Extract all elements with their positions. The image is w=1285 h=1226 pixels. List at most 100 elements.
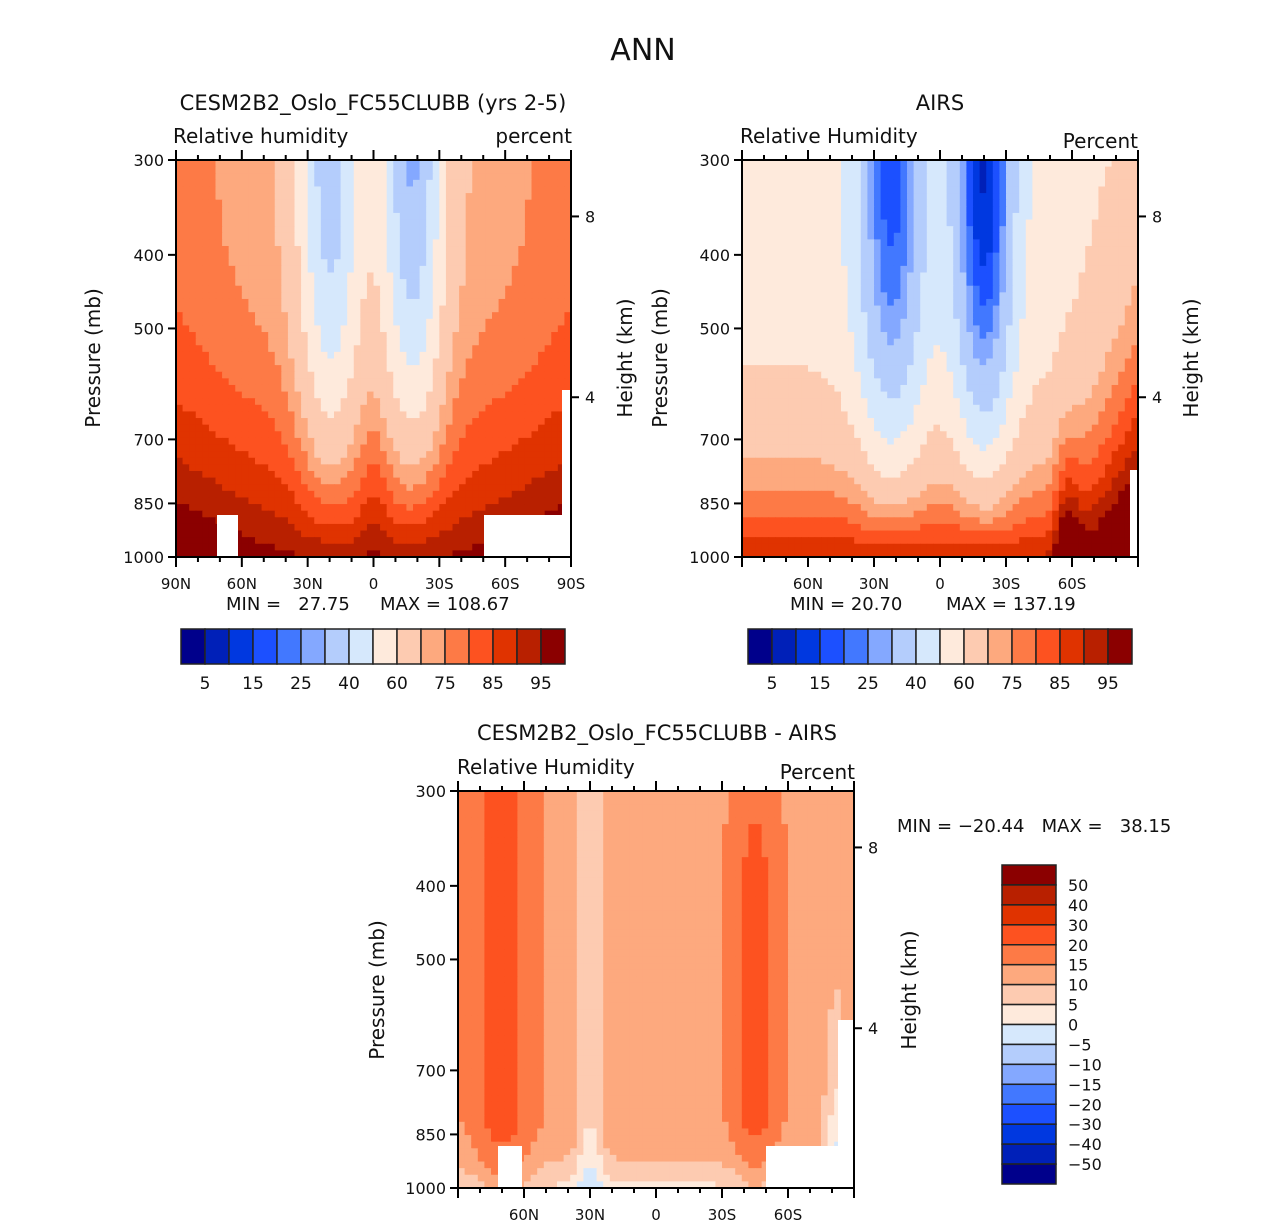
max-label: MAX = 108.67 [380, 594, 510, 615]
contour-cell [347, 470, 355, 479]
contour-cell [281, 497, 289, 505]
contour-cell [255, 259, 263, 267]
contour-cell [874, 232, 882, 240]
contour-cell [564, 371, 572, 379]
contour-cell [874, 252, 882, 260]
contour-cell [202, 173, 210, 181]
contour-cell [301, 351, 309, 360]
contour-cell [386, 193, 394, 201]
contour-cell [926, 279, 934, 287]
contour-cell [1065, 166, 1073, 174]
contour-cell [399, 232, 408, 240]
contour-cell [874, 173, 882, 181]
contour-cell [808, 193, 816, 201]
contour-cell [748, 246, 756, 254]
contour-cell [1111, 173, 1119, 181]
contour-cell [498, 186, 506, 194]
contour-cell [564, 193, 572, 201]
contour-cell [999, 226, 1007, 234]
contour-cell [847, 179, 855, 188]
contour-cell [775, 232, 783, 240]
contour-cell [1032, 166, 1040, 174]
contour-cell [248, 246, 256, 254]
contour-cell [511, 418, 519, 426]
contour-cell [538, 384, 546, 393]
contour-cell [933, 252, 941, 260]
contour-cell [314, 226, 322, 234]
contour-cell [241, 179, 250, 188]
contour-cell [228, 239, 236, 247]
contour-cell [426, 418, 434, 426]
contour-cell [222, 318, 230, 327]
contour-cell [182, 550, 190, 558]
contour-cell [1098, 219, 1106, 227]
contour-cell [847, 199, 855, 207]
contour-cell [261, 497, 269, 505]
contour-cell [452, 206, 460, 214]
contour-cell [202, 378, 210, 386]
contour-cell [933, 292, 941, 300]
contour-cell [228, 298, 236, 307]
contour-cell [1065, 272, 1073, 280]
contour-cell [538, 371, 546, 379]
contour-cell [814, 232, 822, 240]
contour-cell [347, 523, 355, 532]
contour-cell [478, 398, 487, 406]
contour-cell [1058, 166, 1066, 174]
contour-cell [281, 477, 289, 485]
contour-cell [524, 437, 533, 446]
contour-cell [531, 424, 539, 432]
contour-cell [814, 246, 822, 254]
contour-cell [465, 179, 473, 188]
contour-cell [334, 265, 342, 274]
contour-cell [485, 437, 493, 446]
contour-cell [452, 537, 460, 545]
contour-cell [511, 464, 519, 472]
contour-cell [268, 497, 276, 505]
contour-cell [380, 437, 388, 446]
contour-cell [439, 232, 447, 240]
contour-cell [255, 338, 263, 346]
contour-cell [189, 418, 197, 426]
contour-cell [189, 265, 197, 274]
contour-cell [439, 345, 447, 353]
contour-cell [413, 384, 421, 393]
contour-cell [340, 484, 348, 492]
contour-cell [432, 179, 440, 188]
contour-cell [189, 186, 197, 194]
contour-cell [287, 497, 296, 505]
contour-cell [334, 305, 342, 313]
contour-cell [986, 259, 994, 267]
contour-cell [445, 398, 454, 406]
contour-cell [518, 160, 526, 168]
contour-cell [176, 365, 184, 373]
contour-cell [511, 451, 519, 459]
contour-cell [893, 160, 901, 168]
contour-cell [492, 424, 500, 432]
contour-cell [353, 226, 361, 234]
contour-cell [373, 279, 381, 287]
contour-cell [353, 378, 361, 386]
contour-cell [228, 437, 236, 446]
contour-cell [544, 338, 552, 346]
contour-cell [492, 305, 500, 313]
contour-cell [518, 411, 526, 419]
contour-cell [768, 259, 776, 267]
contour-cell [255, 179, 263, 188]
contour-cell [432, 226, 440, 234]
contour-cell [511, 431, 519, 439]
contour-cell [287, 351, 296, 360]
contour-cell [887, 219, 895, 227]
contour-cell [353, 199, 361, 207]
contour-cell [426, 226, 434, 234]
contour-cell [940, 212, 948, 221]
contour-cell [498, 285, 506, 293]
contour-cell [880, 193, 888, 201]
contour-cell [241, 530, 250, 538]
contour-cell [841, 173, 849, 181]
contour-cell [953, 265, 961, 274]
contour-cell [1006, 179, 1014, 188]
contour-cell [399, 464, 408, 472]
contour-cell [314, 411, 322, 419]
contour-cell [301, 219, 309, 227]
